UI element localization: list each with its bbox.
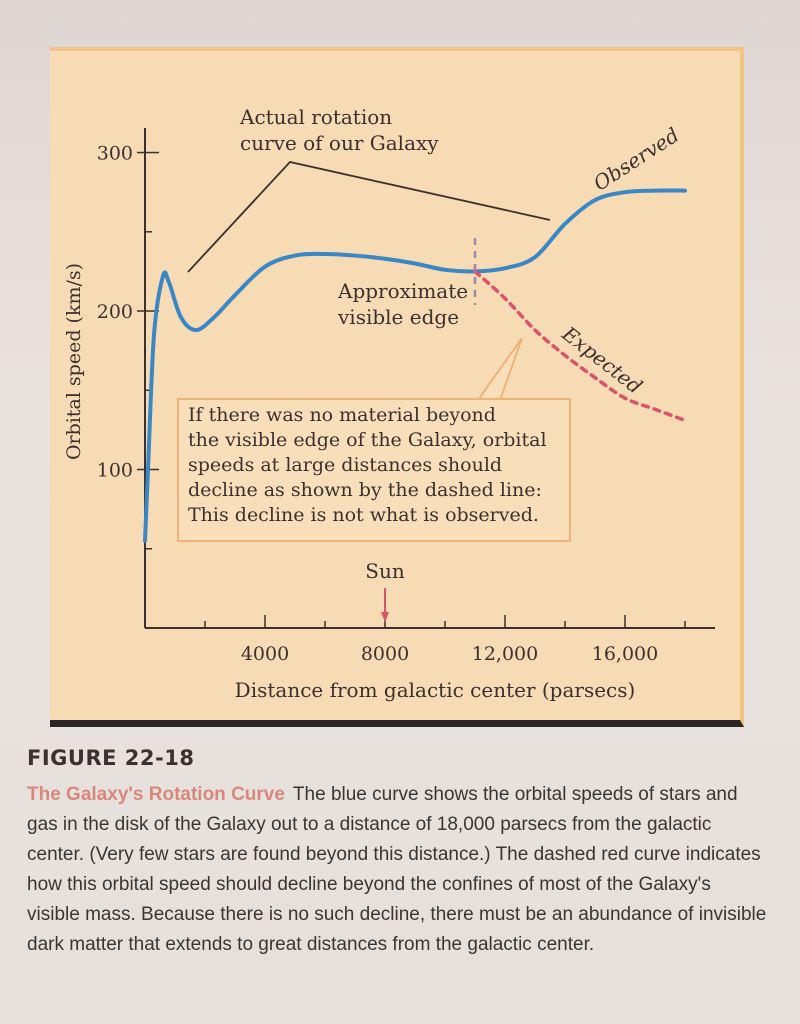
chart-series <box>143 188 687 543</box>
figure-caption: The Galaxy's Rotation Curve The blue curv… <box>27 780 767 960</box>
rotation-curve-chart: Distance from galactic center (parsecs) O… <box>63 105 715 702</box>
x-tick-label: 16,000 <box>592 643 658 665</box>
actual-rotation-bracket <box>187 161 551 273</box>
visible-edge-label: Approximate visible edge <box>337 279 468 329</box>
sun-label: Sun <box>365 559 405 583</box>
series-label-expected: Expected <box>557 321 647 399</box>
callout-box <box>177 398 571 542</box>
x-tick-label: 4000 <box>241 643 289 665</box>
chart-annotations: Observed Expected Actual rotation curve of … <box>187 105 683 622</box>
figure-panel <box>50 47 744 727</box>
callout-text: If there was no material beyond the visi… <box>188 404 547 526</box>
x-tick-label: 12,000 <box>472 643 538 665</box>
caption-body: The blue curve shows the orbital speeds … <box>27 784 767 955</box>
y-tick-label: 200 <box>97 301 133 323</box>
series-line-observed <box>143 188 687 543</box>
figure-number: FIGURE 22-18 <box>27 746 195 770</box>
x-tick-label: 8000 <box>361 643 409 665</box>
y-tick-label: 100 <box>97 460 133 482</box>
series-line-expected <box>473 269 687 423</box>
y-tick-label: 300 <box>97 143 133 165</box>
series-label-observed: Observed <box>589 123 683 196</box>
x-axis-title: Distance from galactic center (parsecs) <box>235 678 636 702</box>
chart-ticks: 4000 8000 12,000 16,000 100 200 300 <box>97 143 686 665</box>
callout-pointer <box>476 337 523 401</box>
actual-rotation-label: Actual rotation curve of our Galaxy <box>239 105 439 155</box>
sun-arrow-head <box>381 612 389 622</box>
chart-axes: Distance from galactic center (parsecs) O… <box>63 128 715 702</box>
caption-title: The Galaxy's Rotation Curve <box>27 784 285 805</box>
y-axis-title: Orbital speed (km/s) <box>63 263 85 460</box>
